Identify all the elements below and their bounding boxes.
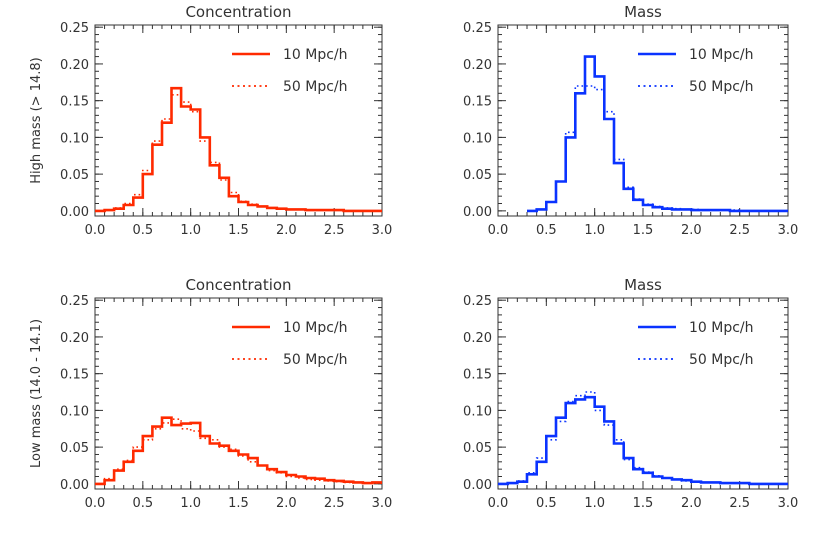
legend-label: 50 Mpc/h — [283, 352, 348, 368]
panel-title: Mass — [624, 3, 662, 21]
x-tick-label: 1.5 — [228, 223, 249, 238]
panel-4: Mass 0.0 0.5 1.0 1.5 2.0 2.5 3.0 0.00 0.05 0.10 0.1… — [463, 276, 798, 511]
y-tick-label: 0.10 — [60, 131, 89, 146]
series-10mpc-line — [498, 395, 788, 486]
y-axis-label: High mass (> 14.8) — [29, 57, 44, 183]
panel-1: Concentration High mass (> 14.8) 0.0 0.5 1.0… — [29, 3, 392, 238]
y-tick-label: 0.20 — [60, 331, 89, 346]
x-tick-label: 0.0 — [488, 223, 509, 238]
panel-2: Mass 0.0 0.5 1.0 1.5 2.0 2.5 3.0 0.00 0.05 0.10 0.1… — [463, 3, 798, 238]
legend-label: 10 Mpc/h — [283, 320, 348, 336]
y-tick-label: 0.10 — [60, 404, 89, 419]
x-tick-label: 1.0 — [584, 496, 605, 511]
x-tick-label: 3.0 — [372, 496, 393, 511]
y-tick-label: 0.10 — [463, 131, 492, 146]
legend-label: 50 Mpc/h — [689, 79, 754, 95]
y-tick-label: 0.20 — [60, 58, 89, 73]
y-tick-label: 0.00 — [463, 478, 492, 493]
x-tick-label: 0.5 — [132, 223, 153, 238]
x-tick-label: 0.5 — [132, 496, 153, 511]
x-tick-label: 2.5 — [324, 223, 345, 238]
y-tick-label: 0.25 — [463, 21, 492, 36]
x-tick-label: 0.0 — [85, 496, 106, 511]
legend-label: 10 Mpc/h — [689, 320, 754, 336]
y-tick-label: 0.15 — [60, 368, 89, 383]
panel-title: Concentration — [185, 276, 291, 294]
y-tick-label: 0.05 — [60, 441, 89, 456]
x-tick-label: 0.0 — [85, 223, 106, 238]
y-tick-label: 0.00 — [60, 478, 89, 493]
x-tick-label: 0.0 — [488, 496, 509, 511]
x-tick-label: 2.5 — [324, 496, 345, 511]
x-tick-label: 2.5 — [729, 496, 750, 511]
series-10mpc-line — [95, 86, 382, 213]
legend-label: 10 Mpc/h — [689, 47, 754, 63]
y-tick-label: 0.05 — [463, 168, 492, 183]
y-tick-label: 0.05 — [463, 441, 492, 456]
y-tick-label: 0.25 — [60, 294, 89, 309]
y-tick-label: 0.10 — [463, 404, 492, 419]
x-tick-label: 1.5 — [228, 496, 249, 511]
y-axis-label: Low mass (14.0 - 14.1) — [29, 319, 44, 468]
y-tick-label: 0.15 — [463, 368, 492, 383]
x-tick-label: 2.0 — [276, 496, 297, 511]
y-tick-label: 0.25 — [60, 21, 89, 36]
x-tick-label: 3.0 — [778, 223, 799, 238]
x-tick-label: 2.0 — [276, 223, 297, 238]
y-tick-label: 0.25 — [463, 294, 492, 309]
y-tick-label: 0.15 — [463, 95, 492, 110]
y-tick-label: 0.00 — [60, 205, 89, 220]
legend-label: 50 Mpc/h — [283, 79, 348, 95]
legend-label: 50 Mpc/h — [689, 352, 754, 368]
y-tick-label: 0.00 — [463, 205, 492, 220]
y-tick-label: 0.05 — [60, 168, 89, 183]
panel-title: Concentration — [185, 3, 291, 21]
panel-title: Mass — [624, 276, 662, 294]
x-tick-label: 0.5 — [536, 496, 557, 511]
series-50mpc-line — [95, 94, 382, 212]
x-tick-label: 1.0 — [180, 223, 201, 238]
x-tick-label: 3.0 — [372, 223, 393, 238]
x-tick-label: 0.5 — [536, 223, 557, 238]
x-tick-label: 1.0 — [180, 496, 201, 511]
legend-label: 10 Mpc/h — [283, 47, 348, 63]
x-tick-label: 1.5 — [633, 223, 654, 238]
x-tick-label: 2.5 — [729, 223, 750, 238]
y-tick-label: 0.15 — [60, 95, 89, 110]
y-tick-label: 0.20 — [463, 58, 492, 73]
series-10mpc-line — [95, 416, 382, 486]
series-50mpc-line — [498, 391, 788, 485]
x-tick-label: 1.5 — [633, 496, 654, 511]
x-tick-label: 2.0 — [681, 496, 702, 511]
y-tick-label: 0.20 — [463, 331, 492, 346]
series-50mpc-line — [95, 418, 382, 485]
x-tick-label: 1.0 — [584, 223, 605, 238]
panel-3: Concentration Low mass (14.0 - 14.1) 0.0 0.… — [29, 276, 392, 511]
x-tick-label: 2.0 — [681, 223, 702, 238]
x-tick-label: 3.0 — [778, 496, 799, 511]
